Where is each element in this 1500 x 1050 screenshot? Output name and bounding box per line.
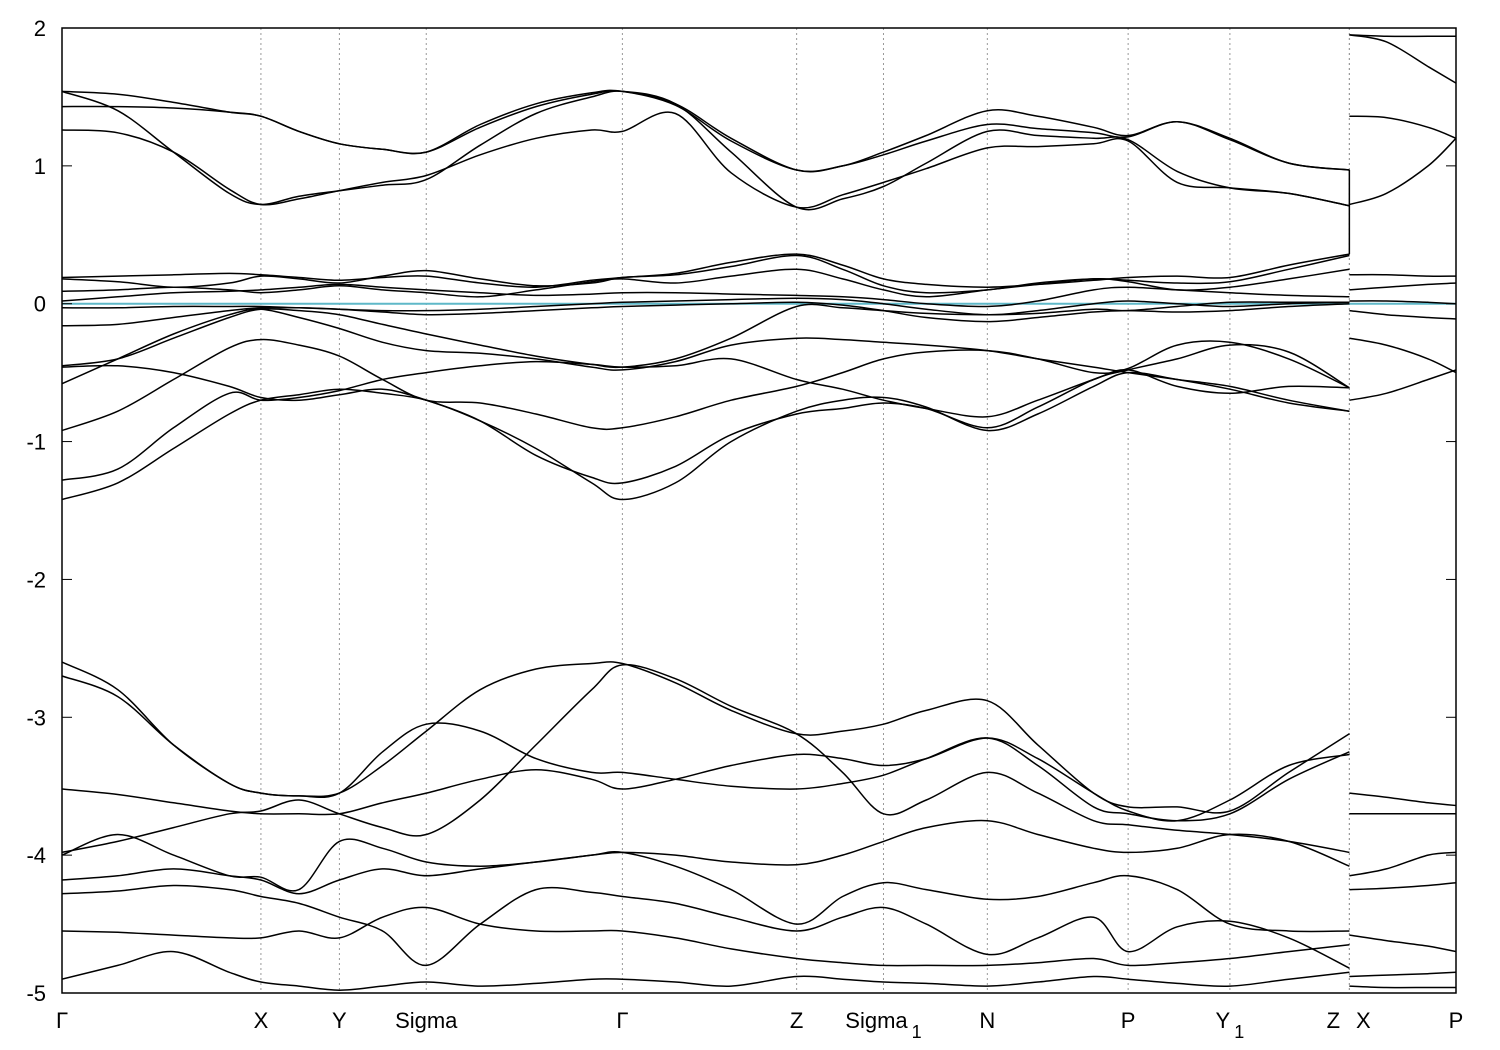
band-line-36 [1349,792,1456,807]
band-line-19 [62,737,1350,822]
y-tick-label: -5 [26,981,46,1006]
band-line-30 [1349,273,1456,277]
band-line-32 [1349,300,1456,305]
band-line-26 [1349,34,1456,38]
y-tick-label: -4 [26,843,46,868]
band-line-27 [1349,34,1456,84]
y-axis-ticks: 2 1 0 -1 -2 -3 -4 -5 [26,16,1456,1006]
x-kpoint-subscript: 1 [912,1022,922,1042]
kpoint-gridlines [260,28,1351,993]
band-line-9 [62,297,1350,316]
band-line-20 [62,663,1350,854]
band-line-16 [62,343,1350,485]
x-kpoint-label: X [1356,1008,1371,1033]
band-line-22 [62,851,1350,933]
x-kpoint-label: X [254,1008,269,1033]
y-tick-label: 0 [34,292,46,317]
x-kpoint-label: Y [332,1008,347,1033]
band-line-1 [62,90,1350,173]
band-line-25 [62,950,1350,991]
band-line-18 [62,675,1350,822]
band-line-24 [62,906,1350,967]
band-line-29 [1349,137,1456,206]
band-line-21 [62,819,1350,892]
band-line-39 [1349,881,1456,891]
band-line-28 [1349,115,1456,139]
band-line-31 [1349,282,1456,291]
band-line-3 [62,90,1350,211]
y-tick-label: 2 [34,16,46,41]
band-line-13 [62,338,1350,432]
band-line-38 [1349,851,1456,877]
band-lines [62,34,1456,991]
band-line-40 [1349,934,1456,953]
band-line-2 [62,89,1350,173]
y-tick-label: -3 [26,705,46,730]
band-line-41 [1349,971,1456,978]
band-line-8 [62,283,1350,308]
band-line-35 [1349,369,1456,401]
x-kpoint-label: Z [1327,1008,1340,1033]
plot-frame [61,27,1457,994]
band-line-42 [1349,985,1456,989]
band-line-4 [62,111,1350,209]
band-line-11 [62,301,1350,369]
band-line-5 [62,253,1350,288]
x-axis-kpoint-labels: Γ X Y Sigma Γ Z Sigma 1 N P Y 1 Z X P [56,1008,1463,1042]
band-line-23 [62,884,1350,969]
x-kpoint-label: Γ [56,1008,68,1033]
x-kpoint-subscript: 1 [1234,1022,1244,1042]
band-line-14 [62,357,1350,481]
band-line-15 [62,371,1350,501]
y-tick-label: 1 [34,154,46,179]
x-kpoint-label: N [979,1008,995,1033]
band-line-7 [62,268,1350,298]
band-line-34 [1349,337,1456,374]
x-kpoint-label: P [1121,1008,1136,1033]
y-tick-label: -2 [26,567,46,592]
y-tick-label: -1 [26,430,46,455]
x-kpoint-label: Sigma [395,1008,458,1033]
x-kpoint-label: Z [790,1008,803,1033]
x-kpoint-label: Γ [616,1008,628,1033]
x-kpoint-label: P [1449,1008,1464,1033]
band-line-33 [1349,309,1456,320]
x-kpoint-label: Sigma 1 [845,1008,921,1042]
band-line-17 [62,661,1350,814]
